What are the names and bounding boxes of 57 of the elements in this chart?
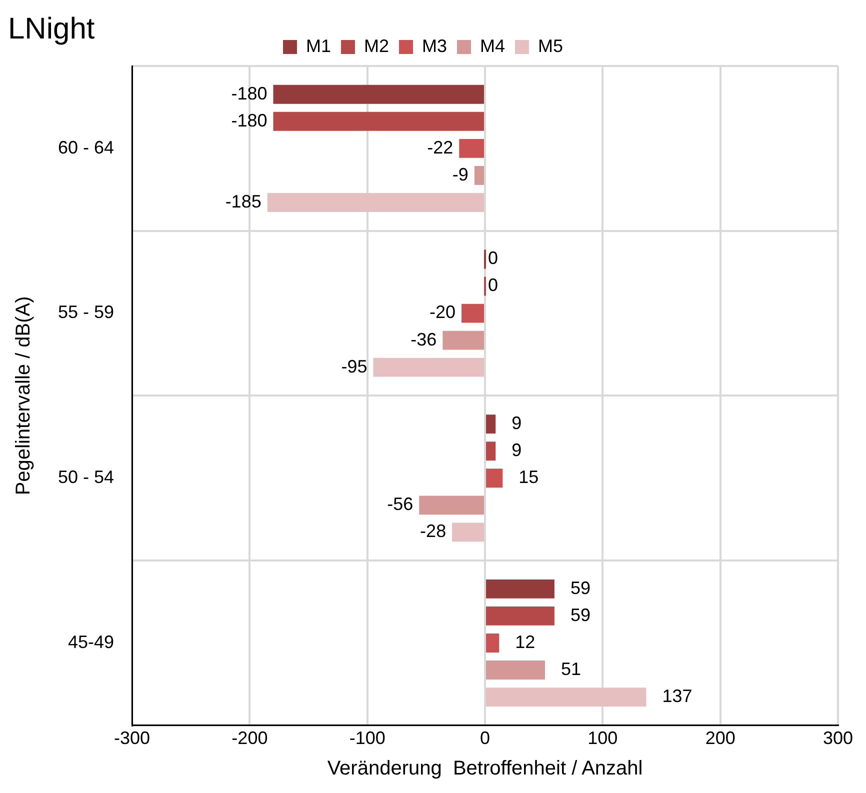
data-label: 9 (512, 413, 522, 434)
bar (486, 606, 554, 626)
bar (486, 468, 503, 488)
bar (486, 688, 646, 707)
data-label: -95 (341, 356, 368, 376)
legend-label: M2 (364, 36, 390, 56)
data-label: 59 (570, 578, 590, 598)
legend-label: M1 (306, 36, 332, 56)
data-label: 137 (662, 686, 692, 706)
legend-label: M4 (480, 36, 506, 56)
bar (474, 166, 484, 185)
y-tick-label: 45-49 (68, 632, 114, 652)
bar (373, 358, 484, 377)
bar (419, 496, 484, 515)
data-label: 0 (488, 275, 498, 296)
bar (461, 304, 484, 323)
data-label: 51 (561, 658, 582, 679)
bar (273, 112, 484, 131)
bar (486, 660, 546, 680)
data-label: -56 (387, 494, 414, 514)
x-tick-label: 100 (588, 728, 618, 748)
chart-title: LNight (8, 12, 96, 46)
bar (486, 442, 496, 461)
bar (486, 579, 554, 598)
bar (273, 84, 484, 104)
bar (267, 193, 484, 212)
bar (442, 330, 484, 350)
y-tick-label: 60 - 64 (58, 137, 114, 158)
bar (486, 414, 496, 434)
legend-label: M5 (538, 36, 564, 56)
data-label: -22 (427, 137, 454, 158)
data-label: 59 (570, 604, 590, 625)
bar (486, 634, 500, 652)
data-label: -180 (231, 83, 268, 104)
data-label: 0 (488, 248, 498, 268)
y-tick-label: 50 - 54 (58, 467, 114, 488)
data-label: -180 (231, 110, 268, 130)
x-tick-label: -100 (349, 728, 386, 748)
x-axis-title: Veränderung Betroffenheit / Anzahl (327, 758, 643, 780)
data-label: 12 (515, 632, 536, 652)
y-axis-title: Pegelintervalle / dB(A) (12, 296, 35, 496)
x-tick-label: 200 (705, 728, 736, 748)
data-label: -36 (410, 329, 437, 350)
legend-label: M3 (422, 36, 448, 56)
x-tick-label: 0 (480, 728, 490, 748)
bar (452, 522, 484, 542)
data-label: -28 (420, 521, 446, 542)
data-label: -185 (225, 191, 262, 212)
data-label: -9 (452, 164, 468, 184)
data-label: 9 (512, 440, 522, 460)
data-label: 15 (518, 467, 539, 488)
y-tick-label: 55 - 59 (58, 302, 114, 322)
x-tick-label: -200 (232, 728, 268, 748)
bar (459, 138, 484, 158)
data-label: -20 (429, 302, 456, 322)
x-tick-label: -300 (114, 728, 150, 748)
x-tick-label: 300 (822, 728, 854, 748)
